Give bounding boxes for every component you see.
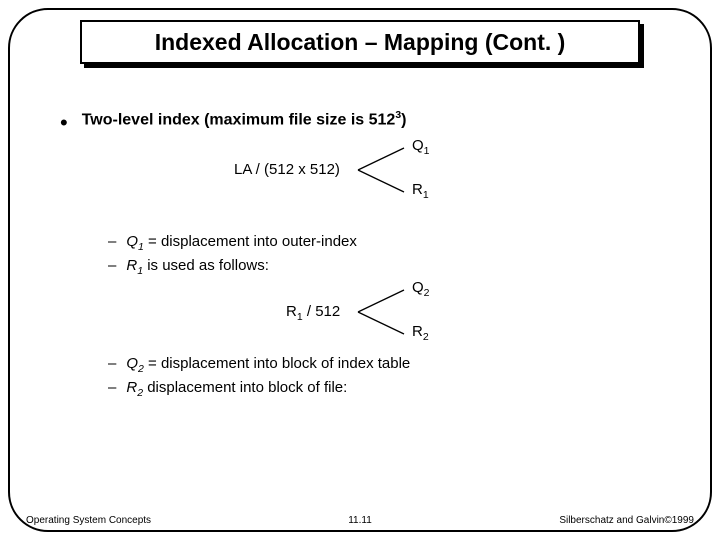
diagram1-q-sub: 1 [424, 145, 430, 157]
diagram2-left-rest: / 512 [303, 303, 341, 320]
title-box: Indexed Allocation – Mapping (Cont. ) [80, 20, 640, 64]
sub1-a-rest: = displacement into outer-index [144, 233, 357, 250]
diagram2-left-var: R [286, 303, 297, 320]
sub1-a-var: Q [126, 233, 138, 250]
sub2-a-rest: = displacement into block of index table [144, 355, 410, 372]
dash-icon: – [108, 379, 116, 396]
sub1-b: – R1 is used as follows: [108, 257, 660, 277]
bullet-icon: • [60, 116, 68, 130]
content-area: • Two-level index (maximum file size is … [60, 110, 660, 403]
footer: Operating System Concepts 11.11 Silbersc… [26, 515, 694, 526]
diagram2-r: R2 [412, 323, 429, 343]
sub1-a: – Q1 = displacement into outer-index [108, 233, 660, 253]
bullet-suffix: ) [401, 111, 406, 128]
copyright-icon: © [664, 515, 671, 526]
slide-title: Indexed Allocation – Mapping (Cont. ) [155, 29, 566, 56]
sub2-a-text: Q2 = displacement into block of index ta… [126, 355, 410, 375]
sub2-b-text: R2 displacement into block of file: [126, 379, 347, 399]
diagram2-r-sub: 2 [423, 331, 429, 343]
diagram1-q-var: Q [412, 137, 424, 154]
bullet-main: • Two-level index (maximum file size is … [60, 110, 660, 129]
bullet-prefix: Two-level index (maximum file size is 51… [82, 111, 396, 128]
footer-right-post: 1999 [672, 515, 694, 526]
sub2-b-var: R [126, 379, 137, 396]
sub2-b-rest: displacement into block of file: [143, 379, 347, 396]
sublist-1: – Q1 = displacement into outer-index – R… [108, 233, 660, 277]
sub1-a-text: Q1 = displacement into outer-index [126, 233, 357, 253]
diagram2-q-sub: 2 [424, 287, 430, 299]
sub2-a-var: Q [126, 355, 138, 372]
diagram1-r: R1 [412, 181, 429, 201]
dash-icon: – [108, 233, 116, 250]
diagram1-bracket-icon [356, 143, 408, 197]
diagram-2: R1 / 512 Q2 R2 [60, 281, 660, 347]
diagram2-left: R1 / 512 [286, 303, 340, 323]
diagram2-q: Q2 [412, 279, 430, 299]
dash-icon: – [108, 355, 116, 372]
footer-center: 11.11 [348, 515, 372, 526]
sub1-b-var: R [126, 257, 137, 274]
diagram1-q: Q1 [412, 137, 430, 157]
dash-icon: – [108, 257, 116, 274]
sublist-2: – Q2 = displacement into block of index … [108, 355, 660, 399]
footer-right: Silberschatz and Galvin©1999 [559, 515, 694, 526]
diagram-1: LA / (512 x 512) Q1 R1 [60, 139, 660, 205]
bullet-text: Two-level index (maximum file size is 51… [82, 110, 407, 129]
diagram2-r-var: R [412, 323, 423, 340]
sub2-a: – Q2 = displacement into block of index … [108, 355, 660, 375]
diagram1-left: LA / (512 x 512) [234, 161, 340, 178]
diagram1-r-sub: 1 [423, 189, 429, 201]
diagram2-q-var: Q [412, 279, 424, 296]
sub1-b-text: R1 is used as follows: [126, 257, 269, 277]
diagram1-r-var: R [412, 181, 423, 198]
diagram2-bracket-icon [356, 285, 408, 339]
footer-right-pre: Silberschatz and Galvin [559, 515, 664, 526]
sub2-b: – R2 displacement into block of file: [108, 379, 660, 399]
footer-left: Operating System Concepts [26, 515, 151, 526]
sub1-b-rest: is used as follows: [143, 257, 269, 274]
